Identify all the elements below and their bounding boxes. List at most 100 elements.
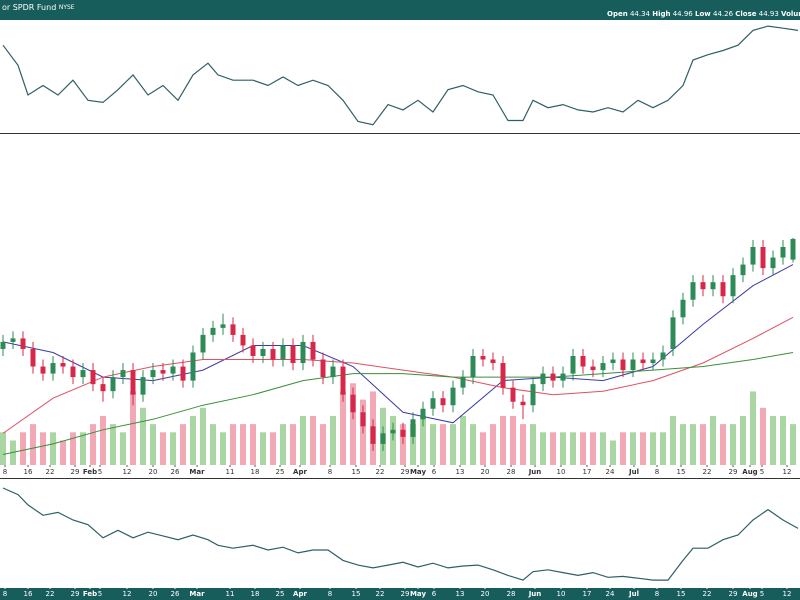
candle-body (300, 341, 306, 364)
x-tick-label: 8 (655, 590, 659, 598)
volume-bar (770, 415, 776, 465)
x-tick-label: 20 (481, 468, 490, 476)
volume-bar (710, 415, 716, 465)
x-tick-label: 15 (677, 590, 686, 598)
x-tick-label: Mar (189, 468, 205, 476)
candle-body (740, 264, 746, 276)
x-tick-label: 18 (251, 590, 260, 598)
volume-bar (310, 415, 316, 465)
volume-bar (720, 424, 726, 465)
candle-body (200, 334, 206, 353)
candle-body (220, 324, 226, 328)
volume-bar (780, 415, 786, 465)
candle-body (500, 363, 506, 388)
candle-body (370, 426, 376, 444)
volume-bar (570, 432, 576, 465)
x-tick-label: Jun (528, 468, 542, 476)
x-tick-label: May (410, 468, 426, 476)
volume-bar (500, 415, 506, 465)
candle-body (270, 348, 276, 360)
candle-body (640, 359, 646, 364)
candle-body (660, 352, 666, 360)
volume-bar (110, 424, 116, 465)
volume-bar (730, 424, 736, 465)
x-tick-label: Jul (628, 590, 639, 598)
x-tick-label: 22 (46, 590, 55, 598)
x-tick-label: 5 (98, 468, 102, 476)
volume-bar (170, 432, 176, 465)
volume-bar (590, 432, 596, 465)
x-tick-label: 8 (3, 590, 7, 598)
candle-body (450, 387, 456, 406)
candle-body (340, 366, 346, 395)
x-tick-label: 24 (606, 590, 615, 598)
x-tick-label: 26 (171, 590, 180, 598)
quote-label: Open (607, 10, 628, 18)
candle-body (290, 345, 296, 364)
volume-bar (680, 424, 686, 465)
volume-bar (520, 424, 526, 465)
quote-value: 44.26 (713, 10, 734, 18)
volume-bar (230, 424, 236, 465)
quote-label: Volume (781, 10, 800, 18)
x-tick-label: 22 (703, 590, 712, 598)
candle-body (140, 377, 146, 395)
volume-bar (320, 424, 326, 465)
candle-body (190, 352, 196, 381)
candle-body (750, 247, 756, 265)
candle-body (580, 356, 586, 367)
x-tick-label: 29 (729, 590, 738, 598)
candle-body (480, 356, 486, 360)
x-tick-label: 5 (760, 468, 764, 476)
volume-bar (620, 432, 626, 465)
volume-bar (120, 432, 126, 465)
candle-body (180, 366, 186, 381)
volume-bar (50, 432, 56, 465)
volume-bar (660, 432, 666, 465)
x-tick-label: Apr (293, 468, 307, 476)
quote-value: 44.93 (759, 10, 779, 18)
volume-bar (250, 424, 256, 465)
quote-label: High (652, 10, 670, 18)
candle-body (350, 394, 356, 413)
volume-bar (70, 432, 76, 465)
candle-body (650, 359, 656, 364)
x-tick-label: 22 (376, 468, 385, 476)
candle-body (250, 345, 256, 356)
moving-average (2, 352, 794, 455)
volume-bar (330, 415, 336, 465)
quote-label: Low (695, 10, 711, 18)
date-strip (0, 588, 800, 600)
candle-body (680, 299, 686, 318)
volume-bar (150, 424, 156, 465)
candle-body (510, 387, 516, 402)
candle-body (410, 419, 416, 437)
candle-body (330, 366, 336, 378)
volume-bar (490, 424, 496, 465)
volume-bar (530, 424, 536, 465)
x-tick-label: 12 (123, 590, 132, 598)
volume-bar (740, 415, 746, 465)
x-tick-label: 29 (401, 468, 410, 476)
volume-bar (130, 391, 136, 465)
quote-label: Close (735, 10, 757, 18)
x-tick-label: 25 (276, 590, 285, 598)
moving-average (2, 316, 794, 434)
volume-bar (90, 424, 96, 465)
x-tick-label: Feb (83, 468, 97, 476)
x-tick-label: 22 (376, 590, 385, 598)
x-tick-label: 11 (226, 468, 235, 476)
volume-bar (350, 383, 356, 465)
x-tick-label: Aug (742, 590, 757, 598)
x-tick-label: 24 (606, 468, 615, 476)
volume-bar (280, 424, 286, 465)
x-tick-label: 10 (557, 590, 566, 598)
x-tick-label: 20 (149, 468, 158, 476)
candle-body (390, 429, 396, 434)
candle-body (690, 282, 696, 300)
x-tick-label: 5 (760, 590, 764, 598)
candle-body (440, 398, 446, 406)
candle-body (30, 348, 36, 367)
volume-bar (340, 391, 346, 465)
